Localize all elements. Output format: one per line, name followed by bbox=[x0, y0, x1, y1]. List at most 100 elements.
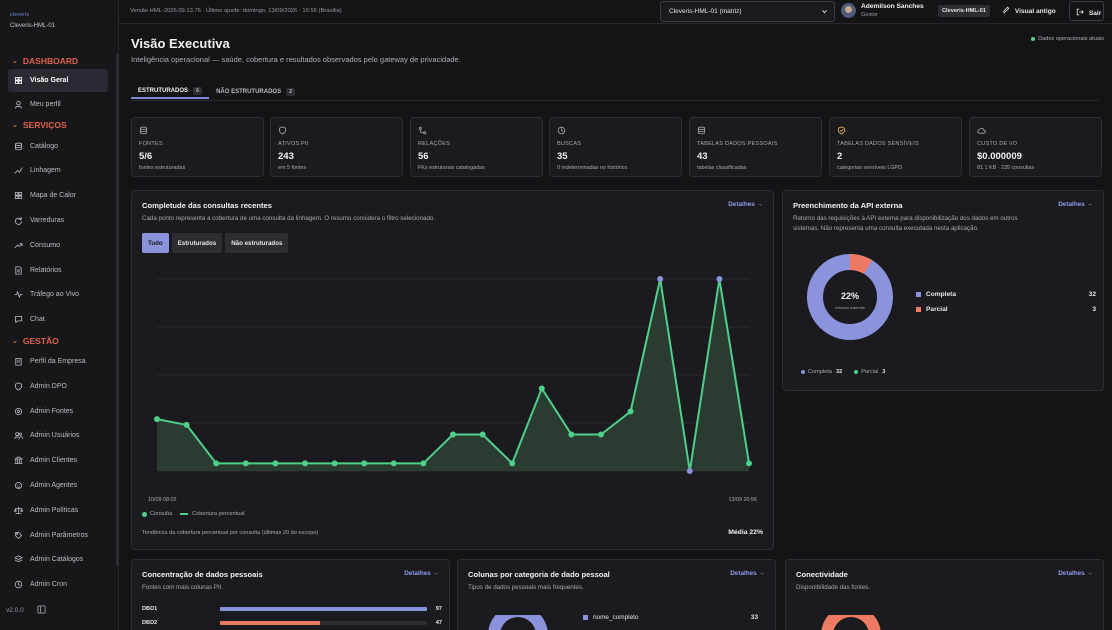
sidebar: cleveris Cleveris-HML-01 ⌄ DASHBOARD Visão… bbox=[0, 0, 119, 630]
sidebar-item[interactable]: Perfil da Empresa bbox=[0, 349, 116, 374]
data-point[interactable] bbox=[242, 460, 249, 467]
data-point[interactable] bbox=[361, 460, 368, 467]
logout-button[interactable]: Sair bbox=[1069, 1, 1104, 21]
sidebar-item[interactable]: Linhagem bbox=[0, 159, 116, 184]
nav-section-dashboard[interactable]: ⌄ DASHBOARD bbox=[0, 52, 116, 69]
layers-icon bbox=[13, 555, 23, 565]
card-description: Cada ponto representa a cobertura de uma… bbox=[142, 215, 436, 222]
sidebar-item[interactable]: Admin Fontes bbox=[0, 399, 116, 424]
shield-warn-icon bbox=[837, 126, 954, 136]
sidebar-item[interactable]: Mapa de Calor bbox=[0, 183, 116, 208]
bar-track bbox=[220, 621, 427, 625]
tab-count: 2 bbox=[286, 87, 296, 96]
details-link[interactable]: Detalhes → bbox=[404, 570, 439, 577]
table-icon bbox=[697, 126, 814, 136]
bar-label: DBD1 bbox=[142, 606, 158, 612]
live-status-label: Dados operacionais atuais bbox=[1038, 36, 1104, 42]
sidebar-item[interactable]: Relatórios bbox=[0, 258, 116, 283]
data-point[interactable] bbox=[154, 416, 160, 423]
sidebar-item[interactable]: Varreduras bbox=[0, 208, 116, 233]
data-point[interactable] bbox=[302, 460, 308, 467]
brand[interactable]: cleveris Cleveris-HML-01 bbox=[10, 12, 55, 29]
kpi-row: FONTES 5/6 fontes estruturadas ATIVOS PII 24… bbox=[131, 117, 1102, 177]
chevron-down-icon: ⌄ bbox=[12, 57, 18, 65]
filter-tudo-button[interactable]: Tudo bbox=[142, 233, 169, 253]
data-point[interactable] bbox=[390, 460, 397, 467]
legend-line-label: Cobertura percentual bbox=[192, 511, 245, 517]
card-description: Tipos de dados pessoais mais frequentes. bbox=[468, 584, 584, 591]
data-point[interactable] bbox=[213, 460, 220, 467]
tab-label: ESTRUTURADOS bbox=[138, 87, 189, 94]
data-point[interactable] bbox=[746, 460, 752, 467]
legend-swatch bbox=[854, 370, 859, 374]
sidebar-scrollbar[interactable] bbox=[116, 54, 119, 566]
data-point[interactable] bbox=[331, 460, 338, 467]
data-point[interactable] bbox=[538, 385, 545, 392]
sidebar-nav: ⌄ DASHBOARD Visão Geral Meu perfil ⌄ SERVIÇOS… bbox=[0, 52, 116, 597]
sidebar-item[interactable]: Consumo bbox=[0, 233, 116, 258]
details-link[interactable]: Detalhes → bbox=[730, 570, 765, 577]
sidebar-item[interactable]: Chat bbox=[0, 307, 116, 332]
database-icon bbox=[13, 141, 23, 151]
sidebar-item[interactable]: Admin Agentes bbox=[0, 473, 116, 498]
pencil-icon bbox=[1002, 6, 1015, 15]
sidebar-item[interactable]: Admin Cron bbox=[0, 572, 116, 597]
sidebar-item[interactable]: Admin Usuários bbox=[0, 424, 116, 449]
card-title: Completude das consultas recentes bbox=[142, 201, 272, 210]
collapse-sidebar-icon[interactable] bbox=[37, 605, 46, 616]
data-point[interactable] bbox=[183, 421, 190, 428]
data-point[interactable] bbox=[716, 276, 723, 282]
api-donut-chart: 22% retornos externos bbox=[807, 254, 893, 340]
trend-icon bbox=[13, 240, 23, 250]
sidebar-item[interactable]: Admin Parâmetros bbox=[0, 523, 116, 548]
donut-slice bbox=[821, 615, 881, 630]
filter-estruturados-button[interactable]: Estruturados bbox=[171, 233, 223, 253]
sidebar-item[interactable]: Admin Clientes bbox=[0, 448, 116, 473]
sidebar-item[interactable]: Tráfego ao Vivo bbox=[0, 283, 116, 308]
sidebar-item[interactable]: Catálogo bbox=[0, 134, 116, 159]
x-axis-end-label: 13/09 20:56 bbox=[728, 497, 757, 503]
donut-footer-legend: Completa 32 Parcial 3 bbox=[801, 369, 897, 375]
refresh-icon bbox=[13, 216, 23, 226]
data-point[interactable] bbox=[509, 460, 516, 467]
shield-icon bbox=[13, 381, 23, 391]
clock-icon bbox=[13, 580, 23, 590]
data-point[interactable] bbox=[450, 431, 456, 438]
data-point[interactable] bbox=[479, 431, 486, 438]
user-menu[interactable]: Ademilson Sanches Gestor bbox=[841, 3, 924, 18]
data-point[interactable] bbox=[568, 431, 575, 438]
api-fill-card: Preenchimento da API externa Detalhes → … bbox=[782, 190, 1104, 391]
sidebar-item-label: Relatórios bbox=[30, 266, 62, 274]
data-point[interactable] bbox=[598, 431, 604, 438]
data-point[interactable] bbox=[272, 460, 279, 467]
sidebar-item[interactable]: Admin Catálogos bbox=[0, 548, 116, 573]
kpi-label: ATIVOS PII bbox=[278, 141, 309, 147]
details-link[interactable]: Detalhes → bbox=[1058, 201, 1093, 208]
nav-section-gestão[interactable]: ⌄ GESTÃO bbox=[0, 332, 116, 349]
sidebar-item[interactable]: Admin Políticas bbox=[0, 498, 116, 523]
tab-estruturados[interactable]: ESTRUTURADOS 6 bbox=[131, 84, 210, 99]
nav-section-serviços[interactable]: ⌄ SERVIÇOS bbox=[0, 117, 116, 134]
legend-swatch bbox=[801, 370, 805, 374]
sidebar-item-label: Consumo bbox=[30, 241, 60, 249]
visual-antigo-button[interactable]: Visual antigo bbox=[1002, 6, 1056, 15]
pulse-icon bbox=[13, 290, 23, 300]
data-point[interactable] bbox=[657, 276, 664, 282]
shield-icon bbox=[278, 126, 395, 136]
data-point[interactable] bbox=[420, 460, 427, 467]
details-link[interactable]: Detalhes → bbox=[1058, 570, 1093, 577]
sidebar-item-label: Admin Políticas bbox=[30, 506, 79, 514]
environment-select[interactable]: Cleveris-HML-01 (matriz) bbox=[660, 1, 835, 22]
live-status: Dados operacionais atuais bbox=[1031, 36, 1104, 42]
legend-label: Completa bbox=[926, 291, 957, 298]
connectivity-card: Conectividade Detalhes → Disponibilidade… bbox=[785, 559, 1104, 630]
data-point[interactable] bbox=[627, 408, 634, 415]
filter-nao-estruturados-button[interactable]: Não estruturados bbox=[225, 233, 289, 253]
sidebar-item[interactable]: Admin DPO bbox=[0, 374, 116, 399]
sidebar-item[interactable]: Visão Geral bbox=[8, 69, 108, 92]
tab-nao-estruturados[interactable]: NÃO ESTRUTURADOS 2 bbox=[209, 84, 302, 99]
sidebar-item[interactable]: Meu perfil bbox=[0, 92, 116, 117]
data-point[interactable] bbox=[686, 468, 693, 474]
details-link[interactable]: Detalhes → bbox=[728, 201, 763, 208]
bar-value: 47 bbox=[435, 620, 442, 626]
